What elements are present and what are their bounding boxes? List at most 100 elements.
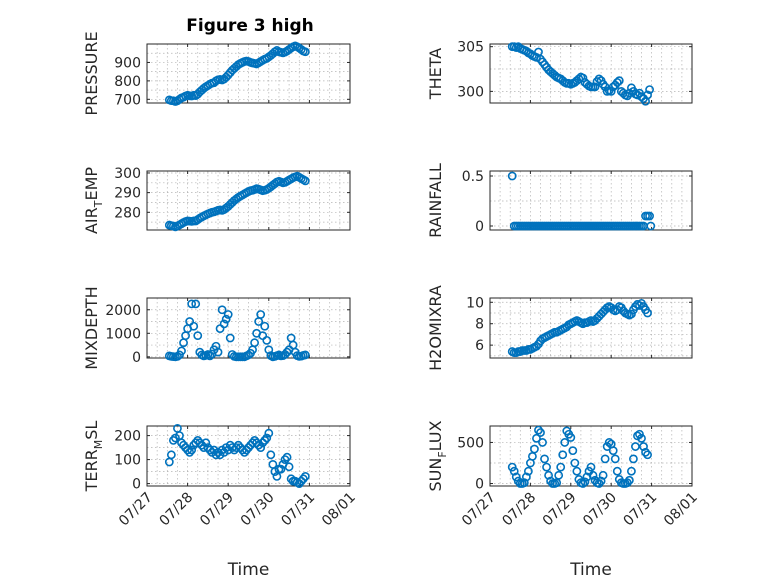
data-point [215,324,225,333]
data-point [556,462,566,472]
data-point [532,53,541,62]
y-axis-label: PRESSURE [82,31,101,115]
x-tick-label: 08/01 [319,490,359,530]
y-tick-label: 305 [457,40,484,56]
data-point [643,308,652,318]
panel-rainfall: 0 0.5 RAINFALL [426,163,693,238]
data-point [183,445,192,455]
data-point [627,309,636,319]
axes-frame [146,170,351,231]
data-point [646,221,656,231]
data-point [580,477,590,487]
data-point [260,435,270,445]
y-tick-label: 0 [132,350,141,366]
axes-frame [489,425,693,487]
data-point [624,88,634,98]
data-point [612,78,622,87]
data-point [191,299,201,309]
data-point [560,438,570,447]
data-point [300,176,310,186]
data-point [219,319,229,329]
x-axis-label: Time [227,560,270,580]
data-point [540,454,549,464]
data-point [614,76,624,86]
y-tick-label: 1000 [105,326,141,342]
data-point [205,351,215,361]
data-point [608,446,618,456]
data-point [631,442,640,451]
data-point [534,425,543,435]
axes-frame [489,43,693,104]
data-point [528,452,537,461]
y-tick-label: 300 [457,84,484,100]
y-tick-label: 200 [114,429,141,445]
data-point [507,462,517,472]
data-point [282,347,292,357]
data-point [578,73,588,83]
panel-pressure: 700 800 900 PRESSURE [82,31,351,116]
y-tick-label: 0 [132,477,141,493]
data-point [521,472,531,482]
data-point [266,450,276,460]
y-tick-label: 2000 [105,303,141,319]
data-point [284,462,294,472]
data-point [168,435,178,445]
data-point [586,462,596,472]
y-tick-label: 290 [114,186,141,202]
y-axis-label: RAINFALL [426,163,445,238]
data-point [643,90,652,100]
data-point [189,321,199,331]
data-point [256,443,266,452]
x-tick-label: 07/27 [116,490,156,530]
y-axis-label: THETA [426,48,445,100]
data-point [596,476,606,486]
data-point [509,466,519,476]
data-point [572,466,582,476]
figure-title: Figure 3 high [186,16,314,36]
y-axis-label: TERRMSL [82,421,105,493]
y-tick-label: 500 [457,435,484,451]
y-tick-label: 900 [114,55,141,71]
data-point [211,450,221,460]
data-point [544,470,553,480]
panel-theta: 300 305 THETA [426,40,693,106]
y-tick-label: 800 [114,74,141,90]
data-point [300,350,310,360]
y-axis-label: SUNFLUX [426,420,449,491]
y-tick-label: 6 [475,338,484,354]
y-tick-label: 8 [475,317,484,333]
data-point [225,333,235,343]
data-point [643,450,652,460]
data-point [250,338,259,348]
data-point [260,321,270,331]
x-tick-label: 07/28 [499,490,539,530]
axes-frame [146,425,351,487]
data-point [530,444,539,454]
data-point [221,314,231,324]
panel-air-temp: 280 290 300 AIRTEMP [82,166,351,234]
y-tick-label: 0.5 [462,169,484,185]
data-point [554,470,564,480]
data-point [507,171,517,181]
data-point [536,428,545,437]
x-tick-label: 08/01 [661,490,701,530]
axes-frame [146,43,351,104]
data-point [542,462,551,472]
data-point [612,466,622,476]
data-point [532,341,541,351]
data-point [213,347,223,357]
data-point [298,474,308,484]
x-tick-label: 07/30 [580,490,620,530]
data-point [600,454,610,464]
axes-frame [489,297,693,359]
data-point [282,452,292,462]
data-point [217,305,227,315]
data-point [300,47,310,57]
data-point [635,301,644,310]
data-point [280,455,290,464]
data-point [205,445,215,455]
x-tick-label: 07/30 [238,490,278,530]
data-point [639,442,648,451]
y-tick-label: 10 [466,295,484,311]
data-point [256,310,266,319]
